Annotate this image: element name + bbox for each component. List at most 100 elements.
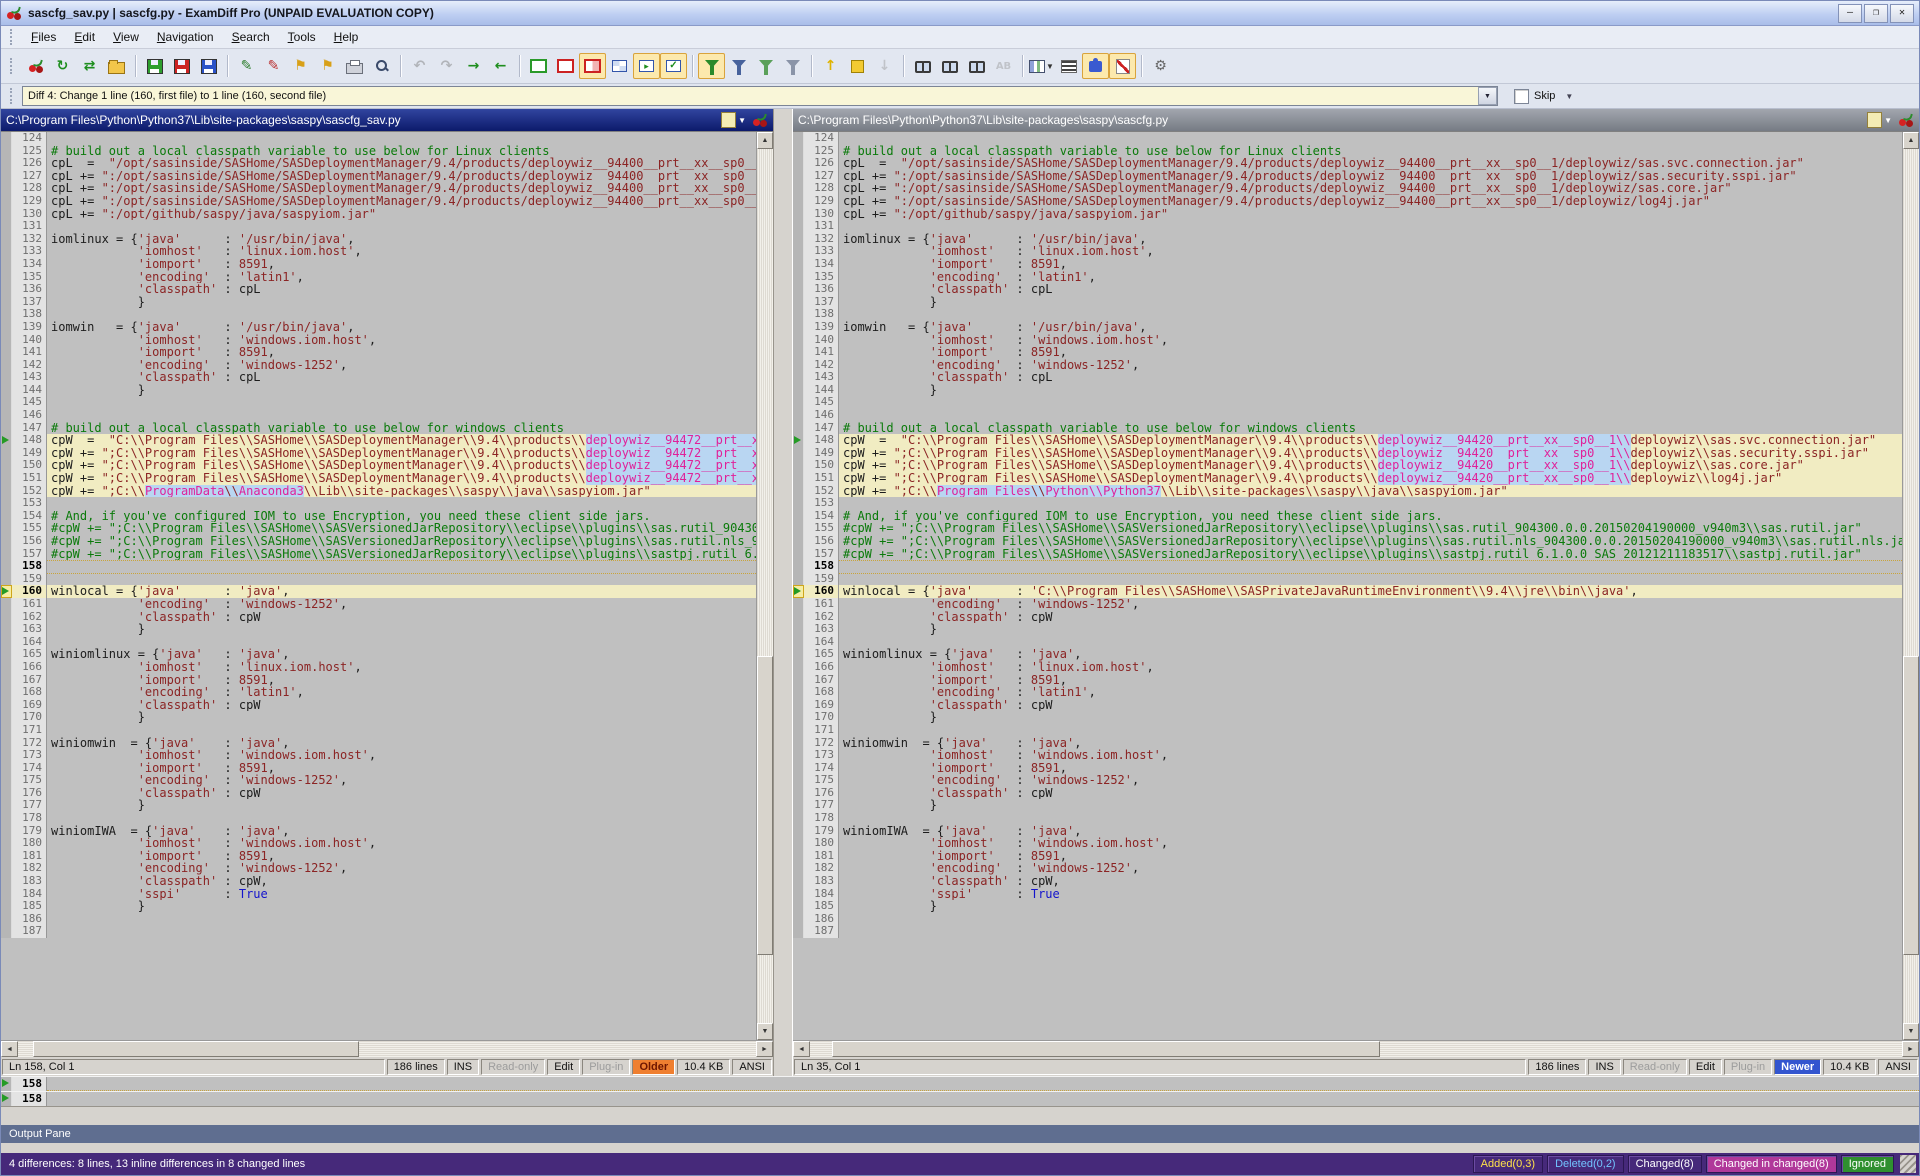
- left-code-line[interactable]: 174 'iomport' : 8591,: [1, 761, 756, 775]
- right-code-line[interactable]: 152 cpW += ";C:\\Program Files\\Python\\P…: [793, 484, 1902, 498]
- right-code-line[interactable]: 132 iomlinux = {'java' : '/usr/bin/java',: [793, 232, 1902, 246]
- left-code-line[interactable]: 134 'iomport' : 8591,: [1, 257, 756, 271]
- right-code-line[interactable]: 151 cpW += ";C:\\Program Files\\SASHome\\…: [793, 471, 1902, 485]
- current-diff-arrow-icon[interactable]: [2, 1079, 9, 1087]
- right-horizontal-scrollbar[interactable]: ◄ ►: [793, 1040, 1919, 1057]
- print-preview-icon[interactable]: [368, 53, 395, 79]
- left-code-line[interactable]: 175 'encoding' : 'windows-1252',: [1, 774, 756, 787]
- bookmark-first-file-icon[interactable]: ⚑: [294, 58, 307, 74]
- left-code-line[interactable]: 178: [1, 811, 756, 825]
- right-code-line[interactable]: 146: [793, 408, 1902, 422]
- right-code-line[interactable]: 171: [793, 723, 1902, 737]
- left-code-line[interactable]: 139 iomwin = {'java' : '/usr/bin/java',: [1, 320, 756, 334]
- scroll-down-icon[interactable]: ▼: [1903, 1023, 1919, 1040]
- current-diff-arrow-icon[interactable]: [794, 436, 801, 445]
- synchronized-scrolling-icon[interactable]: ✓: [660, 53, 687, 79]
- new-comparison-icon[interactable]: [22, 53, 49, 79]
- filter-show-all-icon[interactable]: [698, 53, 725, 79]
- scroll-up-icon[interactable]: ▲: [757, 132, 773, 149]
- close-button[interactable]: ✕: [1890, 3, 1914, 23]
- find-icon[interactable]: [909, 53, 936, 79]
- left-code-line[interactable]: 162 'classpath' : cpW: [1, 610, 756, 624]
- right-code-line[interactable]: 134 'iomport' : 8591,: [793, 257, 1902, 271]
- right-hscroll-thumb[interactable]: [831, 1041, 1380, 1057]
- previous-difference-icon[interactable]: ↑: [824, 58, 837, 74]
- collapsed-split-row[interactable]: 158: [1, 1076, 1919, 1091]
- current-diff-arrow-icon[interactable]: [2, 1094, 9, 1102]
- open-files-icon[interactable]: [103, 53, 130, 79]
- right-vscroll-track[interactable]: [1903, 149, 1919, 1023]
- left-hscroll-thumb[interactable]: [32, 1041, 360, 1057]
- right-copy-file-icon[interactable]: [1867, 112, 1883, 128]
- left-code-line[interactable]: 180 'iomhost' : 'windows.iom.host',: [1, 837, 756, 850]
- left-code-line[interactable]: 130 cpL += ":/opt/github/saspy/java/saspy…: [1, 207, 756, 221]
- right-code-line[interactable]: 182 'encoding' : 'windows-1252',: [793, 862, 1902, 876]
- find-next-icon[interactable]: [936, 53, 963, 79]
- left-code-line[interactable]: 147 # build out a local classpath variabl…: [1, 421, 756, 435]
- left-code-line[interactable]: 161 'encoding' : 'windows-1252',: [1, 597, 756, 611]
- scroll-up-icon[interactable]: ▲: [1903, 132, 1919, 149]
- menu-view[interactable]: View: [113, 30, 139, 44]
- left-vertical-scrollbar[interactable]: ▲ ▼: [756, 132, 773, 1040]
- left-code-line[interactable]: 183 'classpath' : cpW,: [1, 874, 756, 888]
- left-code-line[interactable]: 125 # build out a local classpath variabl…: [1, 144, 756, 158]
- left-code-line[interactable]: 148 cpW = "C:\\Program Files\\SASHome\\SA…: [1, 434, 756, 447]
- left-code-line[interactable]: 187: [1, 925, 756, 938]
- left-code-line[interactable]: 177 }: [1, 799, 756, 813]
- right-code-line[interactable]: 154 # And, if you've configured IOM to us…: [793, 509, 1902, 523]
- right-code-line[interactable]: 124: [793, 132, 1902, 145]
- right-code-line[interactable]: 174 'iomport' : 8591,: [793, 761, 1902, 775]
- right-code-line[interactable]: 164: [793, 635, 1902, 649]
- right-code-line[interactable]: 160 winlocal = {'java' : 'C:\\Program Fil…: [793, 585, 1902, 598]
- right-hscroll-track[interactable]: [810, 1041, 1902, 1057]
- right-code-line[interactable]: 178: [793, 811, 1902, 825]
- left-code-line[interactable]: 135 'encoding' : 'latin1',: [1, 270, 756, 284]
- left-code-line[interactable]: 145: [1, 396, 756, 410]
- right-code-line[interactable]: 131: [793, 220, 1902, 233]
- right-code-line[interactable]: 136 'classpath' : cpL: [793, 283, 1902, 296]
- right-code-line[interactable]: 125 # build out a local classpath variabl…: [793, 144, 1902, 158]
- left-code-line[interactable]: 156 #cpW += ";C:\\Program Files\\SASHome\…: [1, 534, 756, 548]
- right-code-line[interactable]: 169 'classpath' : cpW: [793, 698, 1902, 712]
- right-code-line[interactable]: 163 }: [793, 623, 1902, 636]
- scroll-right-icon[interactable]: ►: [1902, 1041, 1919, 1057]
- bookmark-second-file-icon[interactable]: ⚑: [321, 58, 334, 74]
- toolbar-overflow-chevron[interactable]: ▼: [1565, 91, 1574, 101]
- left-code-line[interactable]: 127 cpL += ":/opt/sasinside/SASHome/SASDe…: [1, 169, 756, 183]
- diffbar-grip[interactable]: [10, 88, 17, 104]
- right-code-line[interactable]: 181 'iomport' : 8591,: [793, 849, 1902, 863]
- left-code-line[interactable]: 146: [1, 408, 756, 422]
- right-code-line[interactable]: 177 }: [793, 799, 1902, 813]
- right-code-line[interactable]: 175 'encoding' : 'windows-1252',: [793, 774, 1902, 787]
- left-code-line[interactable]: 171: [1, 723, 756, 737]
- right-code-line[interactable]: 172 winiomwin = {'java' : 'java',: [793, 736, 1902, 750]
- right-code-line[interactable]: 140 'iomhost' : 'windows.iom.host',: [793, 333, 1902, 347]
- filter-show-right-icon[interactable]: [779, 53, 806, 79]
- copy-block-right-icon[interactable]: →: [467, 58, 480, 74]
- left-code-line[interactable]: 126 cpL = "/opt/sasinside/SASHome/SASDepl…: [1, 157, 756, 170]
- menu-navigation[interactable]: Navigation: [156, 30, 214, 44]
- right-code-line[interactable]: 138: [793, 308, 1902, 321]
- left-code-line[interactable]: 157 #cpW += ";C:\\Program Files\\SASHome\…: [1, 547, 756, 561]
- left-code-line[interactable]: 182 'encoding' : 'windows-1252',: [1, 862, 756, 876]
- right-code-line[interactable]: 126 cpL = "/opt/sasinside/SASHome/SASDepl…: [793, 157, 1902, 170]
- swap-panes-icon[interactable]: ⇄: [83, 58, 96, 74]
- statistics-icon[interactable]: [1055, 53, 1082, 79]
- report-icon[interactable]: [1109, 53, 1136, 79]
- menu-search[interactable]: Search: [231, 30, 270, 44]
- left-code-line[interactable]: 137 }: [1, 295, 756, 309]
- menubar-grip[interactable]: [10, 29, 17, 45]
- left-code-line[interactable]: 144 }: [1, 383, 756, 397]
- menu-files[interactable]: Files: [31, 30, 57, 44]
- auto-fit-panes-icon[interactable]: ▸: [633, 53, 660, 79]
- left-code-line[interactable]: 160 winlocal = {'java' : 'java',: [1, 585, 756, 598]
- left-code-line[interactable]: 169 'classpath' : cpW: [1, 698, 756, 712]
- current-diff-arrow-icon[interactable]: [2, 436, 9, 445]
- left-code-line[interactable]: 168 'encoding' : 'latin1',: [1, 686, 756, 699]
- left-code-line[interactable]: 181 'iomport' : 8591,: [1, 849, 756, 863]
- right-code-line[interactable]: 156 #cpW += ";C:\\Program Files\\SASHome\…: [793, 534, 1902, 548]
- left-code-line[interactable]: 129 cpL += ":/opt/sasinside/SASHome/SASDe…: [1, 194, 756, 208]
- left-code-line[interactable]: 155 #cpW += ";C:\\Program Files\\SASHome\…: [1, 522, 756, 535]
- right-code-line[interactable]: 170 }: [793, 711, 1902, 724]
- right-code-line[interactable]: 183 'classpath' : cpW,: [793, 874, 1902, 888]
